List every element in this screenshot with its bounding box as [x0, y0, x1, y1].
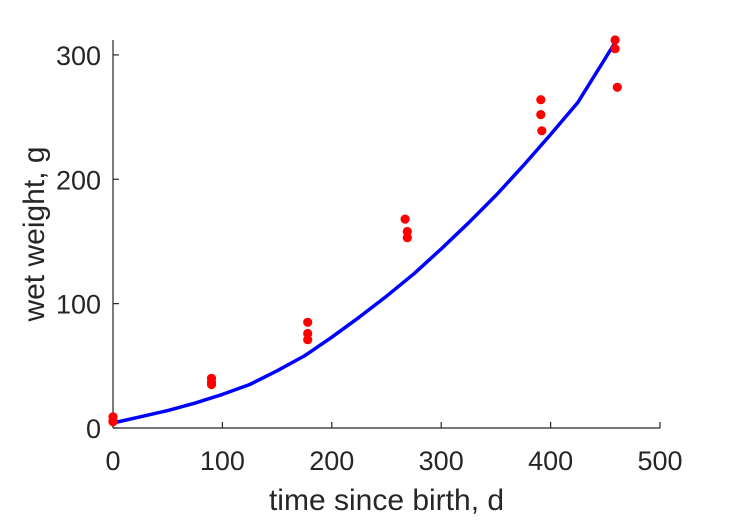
x-tick-label: 400 — [528, 446, 573, 476]
data-point — [610, 44, 620, 54]
x-tick-label: 500 — [637, 446, 682, 476]
fit-line — [111, 40, 617, 425]
y-tick-label: 300 — [56, 41, 101, 71]
x-tick-label: 200 — [309, 446, 354, 476]
ticks: 0 100 200 300 400 500 0 100 200 300 — [56, 41, 683, 476]
data-points — [108, 35, 622, 427]
y-tick-label: 0 — [86, 414, 101, 444]
y-tick-label: 200 — [56, 165, 101, 195]
data-point — [610, 35, 620, 45]
data-point — [303, 317, 313, 327]
data-point — [108, 417, 118, 427]
axes — [112, 40, 660, 429]
x-axis-label: time since birth, d — [269, 484, 504, 517]
y-axis-label: wet weight, g — [18, 146, 51, 322]
data-point — [536, 110, 546, 120]
fit-line-group — [111, 40, 617, 425]
data-point — [402, 233, 412, 243]
y-tick-label: 100 — [56, 290, 101, 320]
x-tick-label: 0 — [105, 446, 120, 476]
data-point — [400, 214, 410, 224]
data-point — [303, 335, 313, 345]
data-point — [612, 82, 622, 92]
x-tick-label: 300 — [419, 446, 464, 476]
data-point — [536, 95, 546, 105]
x-tick-label: 100 — [200, 446, 245, 476]
data-point — [537, 126, 547, 136]
data-point — [206, 379, 217, 390]
